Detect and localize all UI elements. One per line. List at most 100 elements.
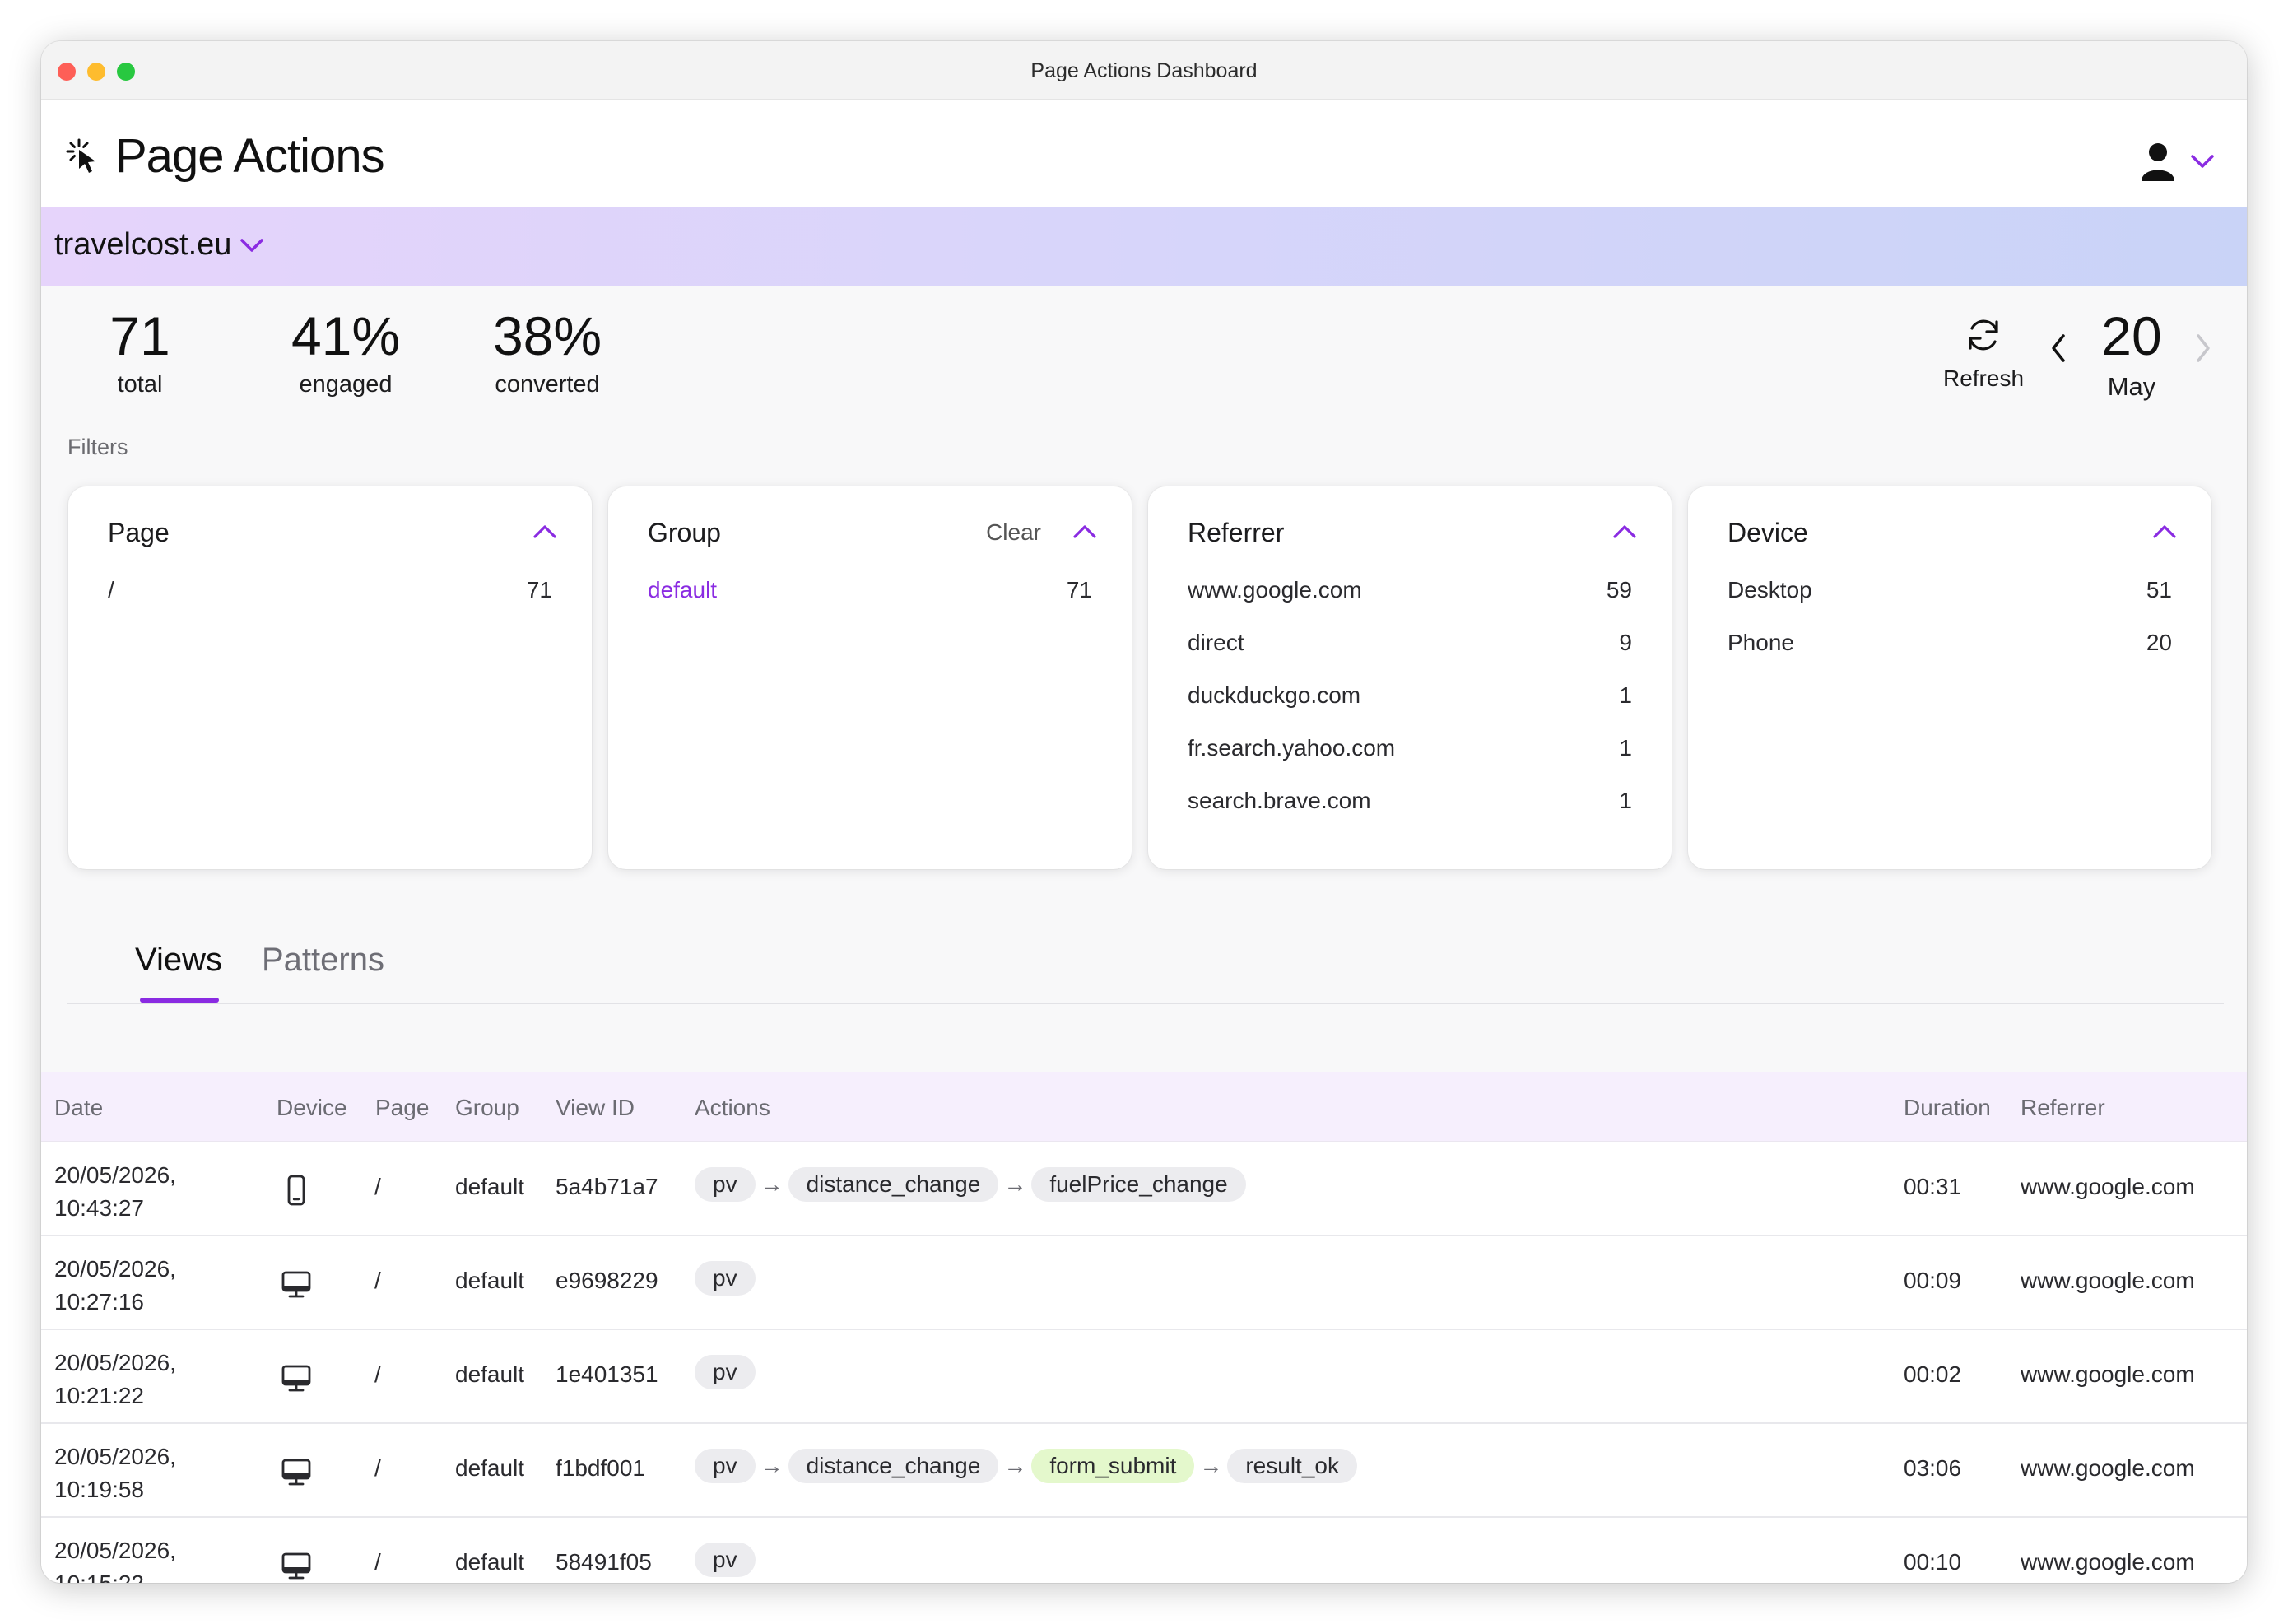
desktop-icon: [281, 1365, 311, 1392]
chevron-up-icon[interactable]: [1612, 523, 1637, 541]
row-date: 20/05/2026, 10:43:27: [54, 1159, 176, 1225]
card-title: Device: [1728, 518, 1808, 547]
tab-views[interactable]: Views: [135, 942, 222, 978]
filter-option[interactable]: fr.search.yahoo.com 1: [1188, 735, 1632, 788]
arrow-right-icon: →: [760, 1171, 784, 1197]
column-header-duration[interactable]: Duration: [1904, 1095, 1991, 1120]
row-page: /: [374, 1268, 381, 1293]
desktop-icon: [281, 1271, 311, 1298]
chevron-right-icon[interactable]: [2192, 329, 2215, 367]
row-group: default: [455, 1549, 525, 1575]
row-page: /: [374, 1174, 381, 1199]
stat-label: total: [117, 371, 163, 398]
filter-option-label: Desktop: [1728, 577, 1812, 603]
row-date-time: 10:19:58: [54, 1477, 144, 1502]
row-date-time: 10:27:16: [54, 1289, 144, 1315]
column-header-device[interactable]: Device: [277, 1095, 347, 1120]
chevron-up-icon[interactable]: [1072, 523, 1097, 541]
column-header-actions[interactable]: Actions: [695, 1095, 770, 1120]
row-date-day: 20/05/2026,: [54, 1350, 176, 1375]
filter-option-label: search.brave.com: [1188, 788, 1371, 813]
filter-option-label: Phone: [1728, 630, 1794, 655]
user-menu[interactable]: [2132, 140, 2222, 186]
column-header-date[interactable]: Date: [54, 1095, 104, 1120]
filter-option[interactable]: Phone 20: [1728, 630, 2172, 682]
action-chip: pv: [695, 1543, 756, 1577]
arrow-right-icon: →: [1199, 1453, 1223, 1478]
row-group: default: [455, 1361, 525, 1387]
filter-option-count: 51: [2146, 577, 2172, 603]
row-duration: 03:06: [1904, 1455, 1962, 1481]
column-header-view-id[interactable]: View ID: [556, 1095, 635, 1120]
filter-option[interactable]: default 71: [648, 577, 1092, 630]
filter-option[interactable]: www.google.com 59: [1188, 577, 1632, 630]
chevron-down-icon[interactable]: [239, 235, 265, 255]
row-date-day: 20/05/2026,: [54, 1256, 176, 1282]
close-window-button[interactable]: [58, 63, 76, 81]
filter-option[interactable]: duckduckgo.com 1: [1188, 682, 1632, 735]
user-icon: [2142, 143, 2214, 181]
table-row[interactable]: 20/05/2026, 10:27:16 / default e9698229 …: [41, 1236, 2247, 1330]
card-title: Page: [108, 518, 170, 547]
date-day: 20: [2101, 305, 2162, 366]
row-duration: 00:10: [1904, 1549, 1962, 1575]
zoom-window-button[interactable]: [117, 63, 135, 81]
arrow-right-icon: →: [760, 1453, 784, 1478]
filter-option-label: direct: [1188, 630, 1244, 655]
column-header-referrer[interactable]: Referrer: [2021, 1095, 2105, 1120]
row-date-day: 20/05/2026,: [54, 1444, 176, 1469]
site-selector[interactable]: travelcost.eu: [54, 227, 232, 262]
chevron-left-icon[interactable]: [2047, 329, 2070, 367]
row-group: default: [455, 1455, 525, 1481]
filter-option[interactable]: search.brave.com 1: [1188, 788, 1632, 840]
filter-option-count: 9: [1619, 630, 1632, 655]
table-row[interactable]: 20/05/2026, 10:43:27 / default 5a4b71a7 …: [41, 1142, 2247, 1236]
tab-patterns[interactable]: Patterns: [262, 942, 384, 978]
row-view-id: f1bdf001: [556, 1455, 645, 1481]
filter-card-device: Device Desktop 51 Phone 20: [1688, 486, 2211, 869]
action-chip: fuelPrice_change: [1031, 1167, 1246, 1202]
filter-card-group: Group Clear default 71: [608, 486, 1132, 869]
table-row[interactable]: 20/05/2026, 10:15:22 / default 58491f05 …: [41, 1518, 2247, 1583]
row-referrer: www.google.com: [2021, 1455, 2195, 1481]
action-chip-highlighted: form_submit: [1031, 1449, 1195, 1483]
row-date-day: 20/05/2026,: [54, 1538, 176, 1563]
row-actions: pv: [695, 1355, 756, 1389]
chevron-up-icon[interactable]: [532, 523, 557, 541]
card-title: Referrer: [1188, 518, 1285, 547]
row-duration: 00:02: [1904, 1361, 1962, 1387]
filter-option[interactable]: Desktop 51: [1728, 577, 2172, 630]
stat-converted: 38% converted: [465, 309, 630, 398]
row-duration: 00:31: [1904, 1174, 1962, 1199]
filter-option-count: 71: [1066, 577, 1092, 603]
row-view-id: 1e401351: [556, 1361, 658, 1387]
row-group: default: [455, 1268, 525, 1293]
row-duration: 00:09: [1904, 1268, 1962, 1293]
filter-option[interactable]: direct 9: [1188, 630, 1632, 682]
filter-option[interactable]: / 71: [108, 577, 552, 630]
minimize-window-button[interactable]: [87, 63, 105, 81]
cursor-click-icon: [66, 138, 95, 173]
row-page: /: [374, 1361, 381, 1387]
window-titlebar: Page Actions Dashboard: [41, 41, 2247, 100]
filter-option-count: 1: [1619, 682, 1632, 708]
row-referrer: www.google.com: [2021, 1549, 2195, 1575]
refresh-icon: [1969, 319, 1998, 351]
stat-value: 41%: [291, 305, 401, 366]
table-row[interactable]: 20/05/2026, 10:21:22 / default 1e401351 …: [41, 1330, 2247, 1424]
row-date: 20/05/2026, 10:21:22: [54, 1347, 176, 1412]
row-referrer: www.google.com: [2021, 1174, 2195, 1199]
column-header-group[interactable]: Group: [455, 1095, 519, 1120]
clear-filter-button[interactable]: Clear: [986, 519, 1041, 545]
row-date-day: 20/05/2026,: [54, 1162, 176, 1188]
refresh-button[interactable]: Refresh: [1934, 315, 2033, 392]
filter-option-count: 1: [1619, 735, 1632, 761]
chevron-up-icon[interactable]: [2152, 523, 2177, 541]
filter-card-page: Page / 71: [68, 486, 592, 869]
row-view-id: e9698229: [556, 1268, 658, 1293]
action-chip: distance_change: [788, 1449, 999, 1483]
column-header-page[interactable]: Page: [375, 1095, 430, 1120]
stat-engaged: 41% engaged: [263, 309, 428, 398]
table-row[interactable]: 20/05/2026, 10:19:58 / default f1bdf001 …: [41, 1424, 2247, 1518]
action-chip: result_ok: [1227, 1449, 1357, 1483]
